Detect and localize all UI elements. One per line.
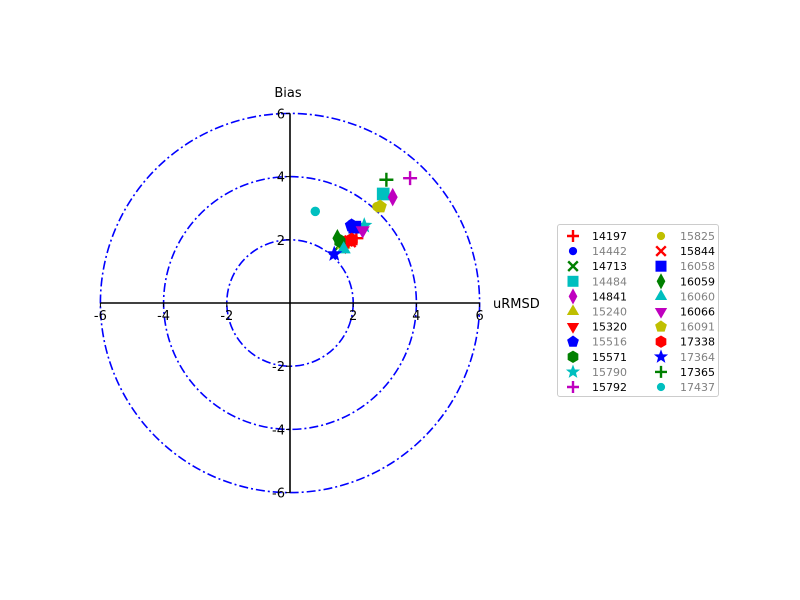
y-tick-label: 2 <box>277 234 285 249</box>
legend-label: 16058 <box>680 260 715 273</box>
point-17364 <box>326 245 343 261</box>
legend-label: 15516 <box>592 336 627 349</box>
legend-label: 14197 <box>592 230 627 243</box>
legend-label: 17338 <box>680 336 715 349</box>
x-tick-label: -6 <box>94 309 107 324</box>
legend-marker-17437 <box>656 382 666 392</box>
legend-label: 15320 <box>592 321 627 334</box>
legend-marker-16091 <box>655 320 667 332</box>
legend-label: 15790 <box>592 366 627 379</box>
x-tick-label: 6 <box>475 309 483 324</box>
legend-marker-14442 <box>568 246 578 256</box>
tick-labels: -6 -4 -2 2 4 6 6 4 2 -2 -4 -6 <box>94 107 484 501</box>
legend-marker-14484 <box>567 275 579 287</box>
legend-marker-15320 <box>566 323 580 334</box>
y-tick-label: 6 <box>277 107 285 122</box>
legend-label: 14484 <box>592 275 627 288</box>
point-16060 <box>336 241 351 254</box>
x-axis-label: uRMSD <box>493 297 540 312</box>
x-tick-label: -2 <box>220 309 233 324</box>
legend-marker-16066 <box>654 307 668 319</box>
legend-label: 15825 <box>680 230 715 243</box>
legend-marker-16058 <box>655 260 667 272</box>
legend-marker-16060 <box>654 289 668 300</box>
legend-label: 17365 <box>680 366 715 379</box>
legend-marker-14713 <box>567 260 579 272</box>
legend-marker-17365 <box>655 365 667 378</box>
legend-label: 17364 <box>680 351 715 364</box>
point-14484 <box>376 187 390 201</box>
legend-label: 15844 <box>680 245 715 258</box>
data-points <box>310 171 418 261</box>
legend-marker-17338 <box>655 335 667 348</box>
legend-label: 16066 <box>680 306 715 319</box>
legend-marker-15844 <box>655 245 667 257</box>
legend-marker-15825 <box>656 231 666 241</box>
legend-marker-16059 <box>656 273 666 290</box>
legend-label: 15792 <box>592 381 627 394</box>
legend-marker-15790 <box>565 364 581 378</box>
y-tick-label: -2 <box>272 360 285 375</box>
legend-label: 16060 <box>680 290 715 303</box>
legend-marker-15792 <box>567 381 579 393</box>
y-tick-label: -4 <box>272 423 285 438</box>
legend-marker-17364 <box>653 349 669 363</box>
x-tick-label: 4 <box>412 309 420 324</box>
y-axis-label: Bias <box>274 86 301 101</box>
legend: 14197 14442 14713 14484 14841 15240 15320 15516… <box>557 224 719 397</box>
legend-label: 15571 <box>592 351 627 364</box>
point-15792 <box>403 171 418 186</box>
point-14841 <box>387 187 398 207</box>
x-tick-label: -4 <box>157 309 170 324</box>
point-17437 <box>310 206 321 217</box>
legend-label: 16059 <box>680 275 715 288</box>
x-tick-label: 2 <box>349 309 357 324</box>
axes <box>100 113 480 493</box>
legend-label: 16091 <box>680 321 715 334</box>
point-17365 <box>379 172 394 187</box>
point-16066 <box>355 226 370 239</box>
point-16059 <box>332 228 343 248</box>
legend-label: 17437 <box>680 381 715 394</box>
y-tick-label: 4 <box>277 171 285 186</box>
point-17338 <box>345 232 358 247</box>
point-16091 <box>373 199 387 213</box>
legend-label: 14841 <box>592 290 627 303</box>
legend-marker-14841 <box>568 288 578 305</box>
legend-label: 14713 <box>592 260 627 273</box>
legend-marker-15571 <box>567 350 579 363</box>
legend-label: 15240 <box>592 306 627 319</box>
legend-marker-15516 <box>567 335 579 347</box>
legend-marker-14197 <box>567 230 579 242</box>
y-tick-label: -6 <box>272 487 285 502</box>
legend-label: 14442 <box>592 245 627 258</box>
legend-marker-15240 <box>566 304 580 316</box>
